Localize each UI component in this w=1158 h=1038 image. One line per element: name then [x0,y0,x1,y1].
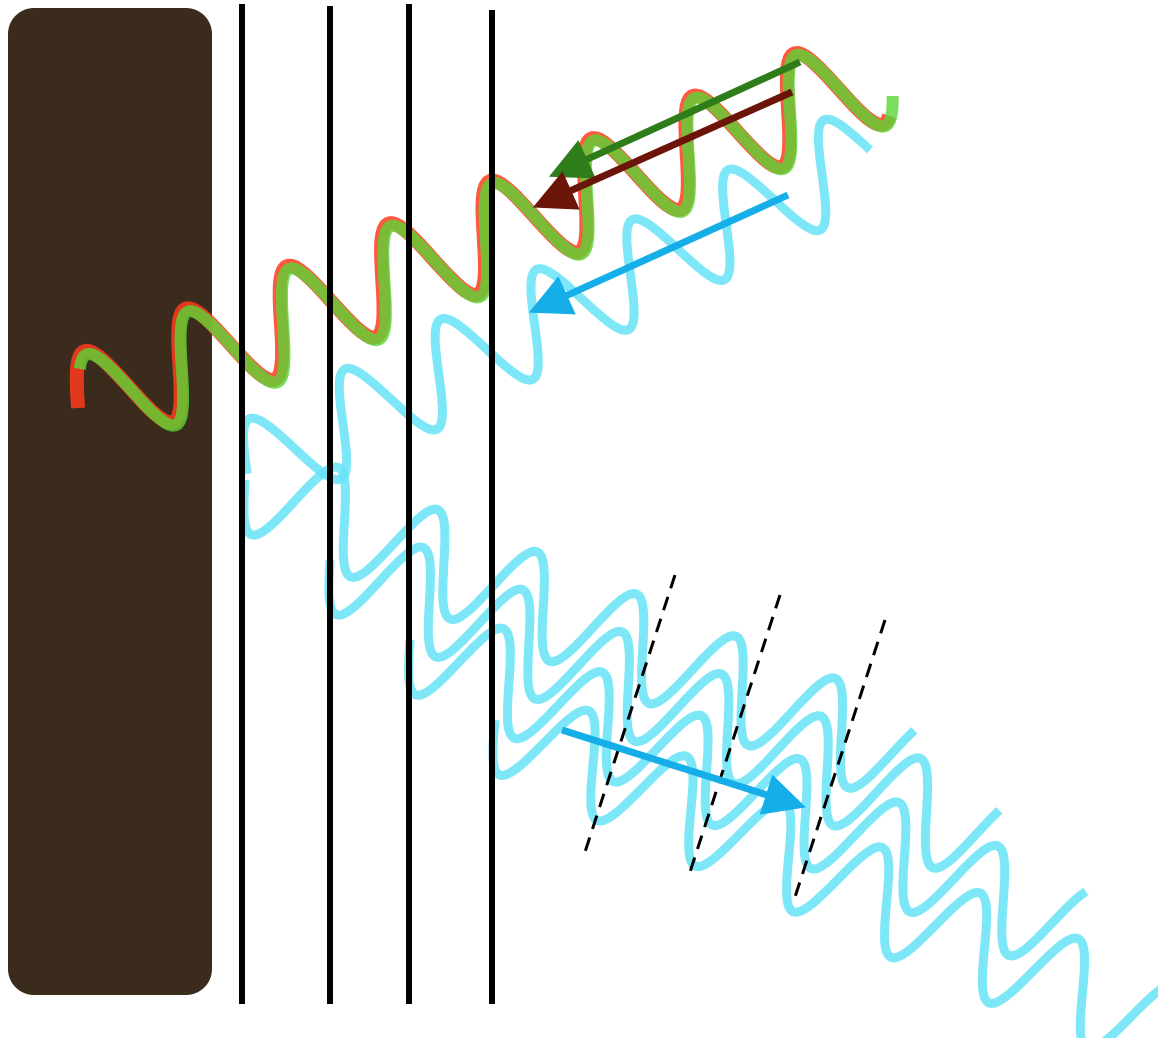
wave [244,467,914,788]
waves [77,53,1158,1038]
page: (() => { const data = JSON.parse(documen… [0,0,1158,1038]
slab [8,8,212,995]
diagram [0,0,1158,1038]
wave [329,547,999,868]
layers [242,4,492,1004]
